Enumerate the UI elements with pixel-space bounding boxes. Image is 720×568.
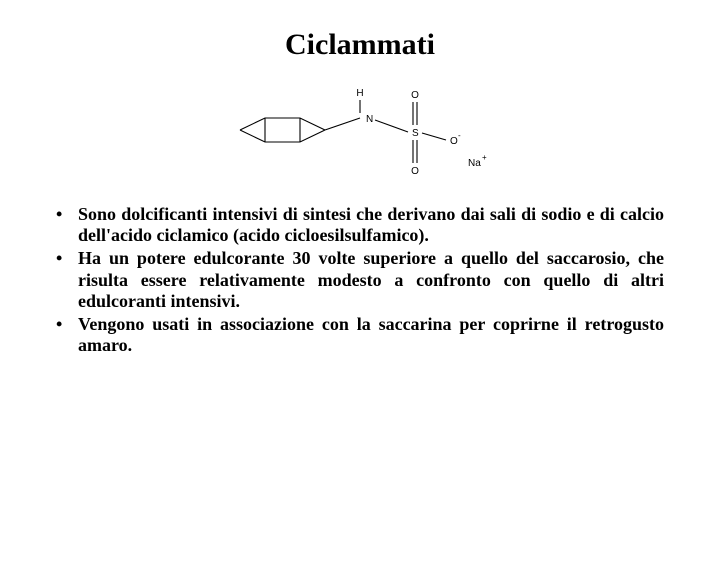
bullet-list: Sono dolcificanti intensivi di sintesi c…	[78, 204, 664, 357]
label-o-top: O	[411, 90, 419, 101]
label-o-minus: O	[450, 136, 458, 147]
list-item: Sono dolcificanti intensivi di sintesi c…	[78, 204, 664, 246]
bond-s-ominus	[422, 133, 446, 140]
label-plus: +	[482, 153, 487, 162]
list-item: Ha un potere edulcorante 30 volte superi…	[78, 248, 664, 312]
page-title: Ciclammati	[0, 28, 720, 62]
label-o-bot: O	[411, 166, 419, 177]
chemical-structure-diagram: H N S O O O - Na +	[220, 80, 500, 180]
cyclohexane-ring	[240, 118, 325, 142]
bond-n-s	[375, 120, 408, 132]
label-minus: -	[458, 131, 461, 140]
label-h: H	[356, 88, 363, 99]
label-na: Na	[468, 158, 481, 169]
bond-ring-n	[325, 118, 360, 130]
label-s: S	[412, 128, 419, 139]
label-n: N	[366, 114, 373, 125]
list-item: Vengono usati in associazione con la sac…	[78, 314, 664, 356]
